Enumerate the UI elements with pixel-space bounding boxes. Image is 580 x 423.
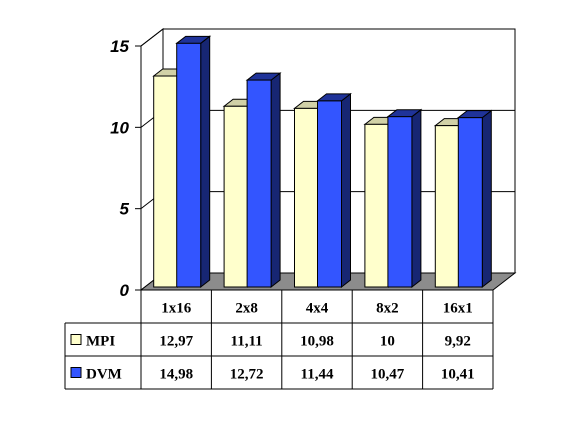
data-table: 1x16 2x8 4x4 8x2 16x1 MPI 12,97 11,11 10,98 10 9,9…: [64, 289, 494, 390]
bar-dvm-2x8: [245, 72, 282, 289]
data-label: 10,47: [371, 367, 405, 383]
y-tick-label: 15: [110, 37, 129, 56]
bar-dvm-4x4: [316, 92, 352, 289]
data-label: 12,72: [230, 367, 264, 383]
legend-swatch-mpi: [70, 334, 82, 345]
bar-dvm-16x1: [456, 109, 493, 289]
legend-swatch-dvm: [70, 367, 82, 378]
y-tick-label: 0: [120, 281, 130, 300]
category-label: 8x2: [376, 301, 399, 317]
category-label: 4x4: [306, 301, 329, 317]
category-label: 2x8: [235, 301, 258, 317]
data-label: 9,92: [445, 334, 471, 350]
bar-dvm-8x2: [386, 108, 423, 289]
legend-label: MPI: [86, 334, 115, 350]
data-label: 10,41: [441, 367, 475, 383]
y-axis: 0 5 10 15: [110, 37, 142, 300]
gridline-side: [140, 28, 164, 47]
data-label: 12,97: [159, 334, 193, 350]
data-label: 10,98: [300, 334, 334, 350]
bars: [152, 35, 493, 289]
data-label: 11,11: [231, 334, 263, 350]
y-tick-label: 10: [110, 118, 129, 137]
y-tick-label: 5: [120, 200, 130, 219]
bar-dvm-1x16: [175, 35, 212, 289]
data-label: 14,98: [159, 367, 193, 383]
data-label: 11,44: [301, 367, 334, 383]
category-label: 16x1: [443, 301, 473, 317]
data-label: 10: [380, 334, 395, 350]
legend-label: DVM: [86, 367, 122, 383]
category-label: 1x16: [161, 301, 192, 317]
